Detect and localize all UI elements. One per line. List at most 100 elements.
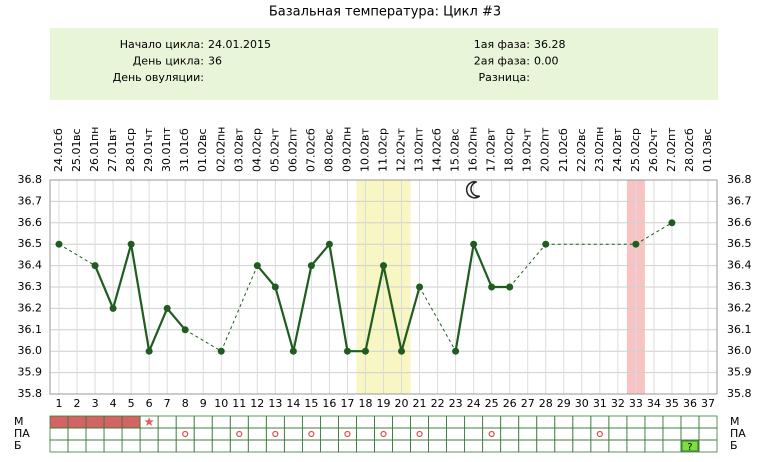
row-cell [428,415,447,429]
x-tick-label: 11 [232,397,246,410]
row-cell [698,439,718,453]
row-cell [500,427,520,441]
row-cell [464,439,484,453]
row-cell [229,415,249,429]
date-label: 14.02 [431,141,444,173]
x-tick-label: 1 [56,397,63,410]
row-cell [283,439,303,453]
row-cell [410,415,429,429]
row-cell [608,415,628,429]
date-label: 10.02 [358,141,371,173]
weekday-label: чт [268,128,281,141]
weekday-label: вт [358,128,371,141]
y-tick-label: 35.8 [18,387,43,400]
circle-icon [182,430,189,438]
point [380,262,387,270]
line-segment [256,264,277,288]
row-cell [229,427,249,441]
y-tick-label-right: 36.6 [727,216,752,229]
line-segment [58,243,96,267]
point [289,347,297,355]
point [217,347,225,355]
weekday-label: пн [467,127,480,141]
line-segment [130,244,151,352]
circle-icon [344,430,351,438]
date-label: 26.01 [88,141,101,173]
y-tick-label-right: 35.8 [727,387,752,400]
x-tick-label: 22 [431,397,445,410]
row-cell [374,427,393,441]
date-label: 21.02 [557,141,570,173]
row-cell [157,415,177,429]
x-tick-label: 25 [485,397,499,410]
row-cell [139,439,159,453]
row-cell [464,415,484,429]
row-cell [374,415,393,429]
info-label: День овуляции: [113,71,204,84]
date-label: 09.02 [340,141,353,173]
date-label: 25.01 [70,141,83,173]
point [181,326,189,334]
row-cell [374,439,393,453]
weekday-label: сб [178,128,191,141]
weekday-label: чт [142,128,155,141]
row-label: М [14,415,24,428]
weekday-label: сб [52,128,65,141]
row-cell [193,427,213,441]
date-label: 26.02 [647,141,660,173]
date-label: 28.01 [124,141,137,173]
row-cell [157,439,177,453]
x-tick-label: 31 [593,397,607,410]
weekday-label: ср [124,128,137,141]
y-tick-label: 36.2 [18,301,43,314]
point [307,262,315,270]
point [416,283,424,291]
point [55,240,63,248]
weekday-label: вт [106,128,119,141]
row-cell [392,415,411,429]
row-cell [265,439,285,453]
row-cell [644,415,664,429]
point [488,283,496,291]
row-cell [85,439,105,453]
info-value: 36.28 [534,38,566,51]
x-tick-label: 19 [377,397,391,410]
row-label-right: Б [730,439,738,452]
info-label: День цикла: [133,55,204,68]
weekday-label: пт [160,127,173,141]
x-tick-label: 35 [665,397,679,410]
info-value: 0.00 [534,55,559,68]
y-tick-label-right: 36.0 [727,344,752,357]
row-cell [446,439,466,453]
weekday-label: вс [701,128,714,141]
row-cell [572,439,592,453]
row-cell [103,427,123,441]
row-cell [301,415,321,429]
date-label: 11.02 [377,141,390,173]
row-cell [662,415,682,429]
row-cell [175,427,195,441]
line-segment [419,286,457,352]
date-label: 07.02 [304,141,317,173]
row-cell [590,415,610,429]
row-cell [554,415,574,429]
x-tick-label: 14 [286,397,300,410]
weekday-label: сб [431,128,444,141]
weekday-label: чт [521,128,534,141]
line-segment [148,307,169,352]
row-cell [518,427,538,441]
weekday-label: чт [647,128,660,141]
plot-border [49,179,718,395]
row-cell [500,415,520,429]
row-cell [680,415,700,429]
date-label: 02.02 [214,141,227,173]
circle-icon [272,430,279,438]
row-cell [85,427,105,441]
weekday-label: пн [214,127,227,141]
circle-icon [488,430,495,438]
row-cell [67,427,87,441]
date-label: 23.02 [593,141,606,173]
row-cell [175,415,195,429]
row-cell [193,415,213,429]
